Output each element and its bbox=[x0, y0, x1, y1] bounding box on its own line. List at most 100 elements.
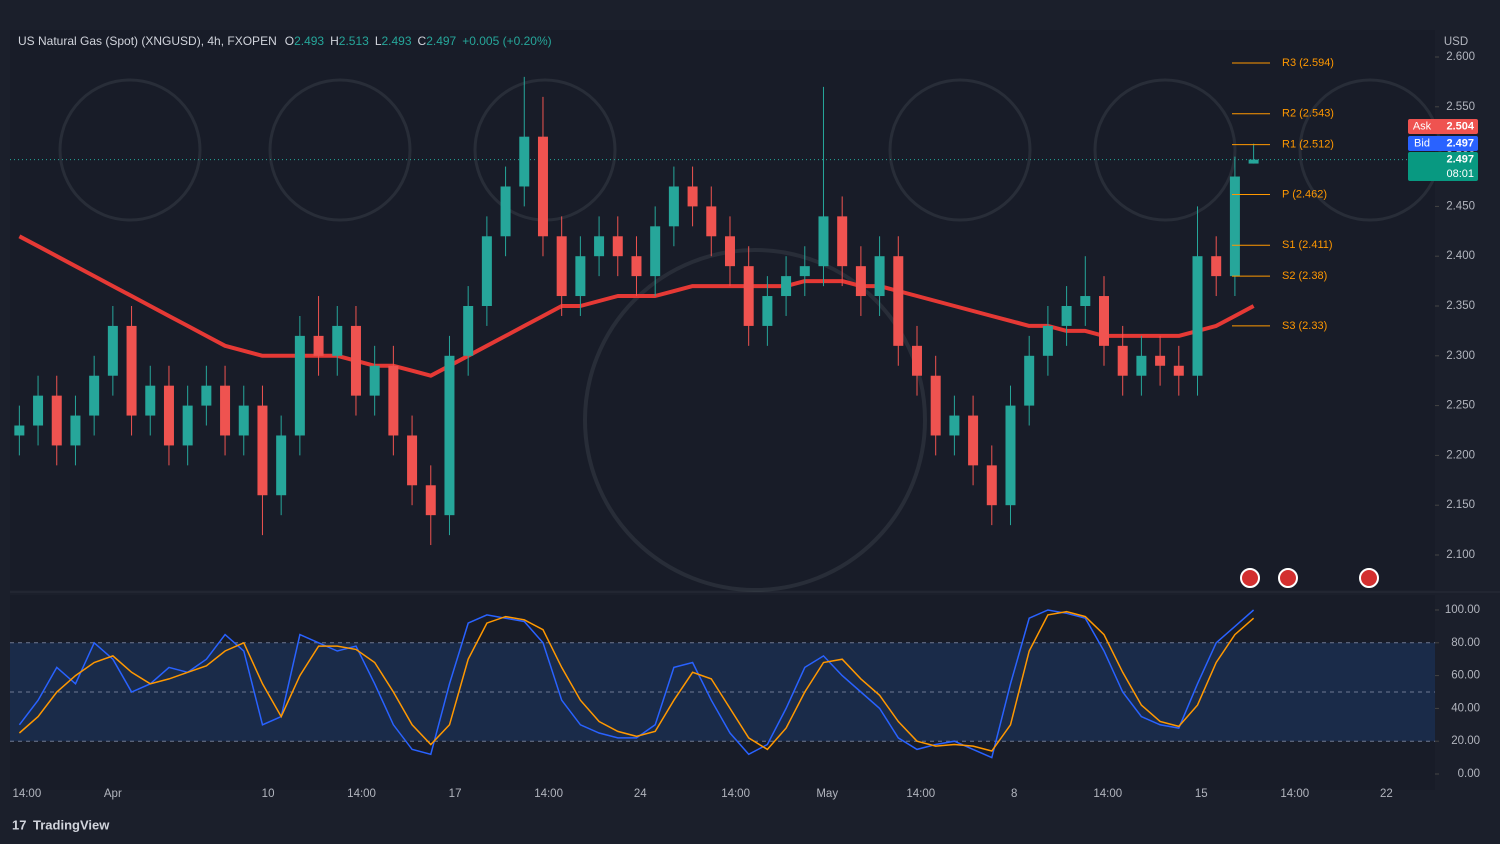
candle-body bbox=[519, 136, 530, 187]
y-tick-label: 100.00 bbox=[1445, 604, 1480, 616]
x-tick-label: 14:00 bbox=[12, 788, 41, 800]
last-box bbox=[1408, 152, 1478, 181]
candle-body bbox=[650, 226, 661, 277]
brand-logo: 17 bbox=[12, 817, 26, 832]
y-tick-label: 2.200 bbox=[1446, 449, 1475, 461]
candle-body bbox=[1211, 256, 1222, 277]
last-value: 2.497 bbox=[1446, 153, 1474, 165]
y-tick-label: 60.00 bbox=[1451, 670, 1480, 682]
ask-value: 2.504 bbox=[1446, 120, 1474, 132]
y-tick-label: 2.400 bbox=[1446, 250, 1475, 262]
candle-body bbox=[1005, 405, 1016, 506]
candle-body bbox=[986, 465, 997, 506]
x-tick-label: 17 bbox=[449, 788, 462, 800]
candle-body bbox=[369, 365, 380, 396]
candle-body bbox=[425, 485, 436, 516]
candle-body bbox=[594, 236, 605, 257]
candle-body bbox=[145, 385, 156, 416]
title: US Natural Gas (Spot) (XNGUSD), 4h, FXOP… bbox=[18, 34, 277, 48]
candle-body bbox=[537, 136, 548, 237]
candle-body bbox=[743, 266, 754, 326]
candle-body bbox=[1229, 176, 1240, 277]
candle-body bbox=[724, 236, 735, 267]
x-tick-label: 14:00 bbox=[906, 788, 935, 800]
x-tick-label: 24 bbox=[634, 788, 647, 800]
ohlc-value: 2.513 bbox=[339, 34, 369, 48]
candle-body bbox=[220, 385, 231, 436]
ask-box bbox=[1408, 119, 1478, 134]
oscillator-line bbox=[18, 610, 1255, 752]
candle-body bbox=[201, 385, 212, 406]
bid-value: 2.497 bbox=[1446, 137, 1474, 149]
chart-header: US Natural Gas (Spot) (XNGUSD), 4h, FXOP… bbox=[18, 34, 552, 48]
candle-body bbox=[33, 395, 44, 426]
candle-body bbox=[1248, 159, 1259, 164]
candle-body bbox=[388, 365, 399, 436]
y-tick-label: 2.600 bbox=[1446, 51, 1475, 63]
last-countdown: 08:01 bbox=[1446, 168, 1474, 180]
event-icons bbox=[1240, 568, 1379, 588]
candle-body bbox=[874, 256, 885, 297]
y-tick-label: 2.450 bbox=[1446, 200, 1475, 212]
candle-body bbox=[706, 206, 717, 237]
y-tick-label: 2.300 bbox=[1446, 350, 1475, 362]
brand: TradingView bbox=[33, 817, 110, 832]
candle-body bbox=[182, 405, 193, 446]
candle-body bbox=[631, 256, 642, 277]
change: +0.005 (+0.20%) bbox=[462, 34, 551, 48]
x-tick-label: May bbox=[816, 788, 838, 800]
x-tick-label: 22 bbox=[1380, 788, 1393, 800]
x-tick-label: 8 bbox=[1011, 788, 1017, 800]
candle-body bbox=[575, 256, 586, 297]
bid-label: Bid bbox=[1414, 137, 1430, 149]
pivot-label: P (2.462) bbox=[1282, 188, 1327, 200]
y-tick-label: 20.00 bbox=[1451, 735, 1480, 747]
pivot-label: R1 (2.512) bbox=[1282, 139, 1334, 151]
candle-body bbox=[799, 266, 810, 277]
candle-body bbox=[294, 335, 305, 436]
y-tick-label: 2.100 bbox=[1446, 549, 1475, 561]
candle-body bbox=[350, 325, 361, 396]
candle-body bbox=[481, 236, 492, 306]
candle-body bbox=[1042, 325, 1053, 356]
candle-body bbox=[762, 296, 773, 326]
candle-body bbox=[1136, 355, 1147, 376]
candle-body bbox=[51, 395, 62, 446]
candle-body bbox=[781, 276, 792, 297]
bid-box bbox=[1408, 136, 1478, 151]
ohlc-value: 2.493 bbox=[294, 34, 324, 48]
ohlc-label: H bbox=[330, 34, 339, 48]
candle-body bbox=[407, 435, 418, 486]
y-tick-label: 2.350 bbox=[1446, 300, 1475, 312]
y-tick-label: 2.550 bbox=[1446, 101, 1475, 113]
candle-body bbox=[1024, 355, 1035, 406]
y-tick-label: 0.00 bbox=[1458, 768, 1480, 780]
x-tick-label: 14:00 bbox=[1280, 788, 1309, 800]
ask-label: Ask bbox=[1413, 120, 1432, 132]
candle-body bbox=[1192, 256, 1203, 376]
x-tick-label: Apr bbox=[104, 788, 122, 800]
candle-body bbox=[687, 186, 698, 207]
y-tick-label: 80.00 bbox=[1451, 637, 1480, 649]
y-tick-label: 2.150 bbox=[1446, 499, 1475, 511]
candle-body bbox=[1098, 296, 1109, 346]
candle-body bbox=[668, 186, 679, 227]
ohlc-label: C bbox=[418, 34, 427, 48]
candle-body bbox=[276, 435, 287, 496]
candle-body bbox=[1117, 345, 1128, 376]
candle-body bbox=[463, 306, 474, 356]
candle-body bbox=[911, 345, 922, 376]
pivot-label: S2 (2.38) bbox=[1282, 270, 1327, 282]
y-tick-label: 2.250 bbox=[1446, 400, 1475, 412]
y-tick-label: 40.00 bbox=[1451, 702, 1480, 714]
candle-body bbox=[893, 256, 904, 346]
candle-body bbox=[1061, 306, 1072, 326]
candle-body bbox=[968, 415, 979, 466]
candle-body bbox=[14, 425, 25, 436]
x-tick-label: 14:00 bbox=[721, 788, 750, 800]
candle-body bbox=[556, 236, 567, 297]
candle-body bbox=[930, 375, 941, 436]
candle-body bbox=[444, 355, 455, 516]
candle-body bbox=[1155, 355, 1166, 366]
